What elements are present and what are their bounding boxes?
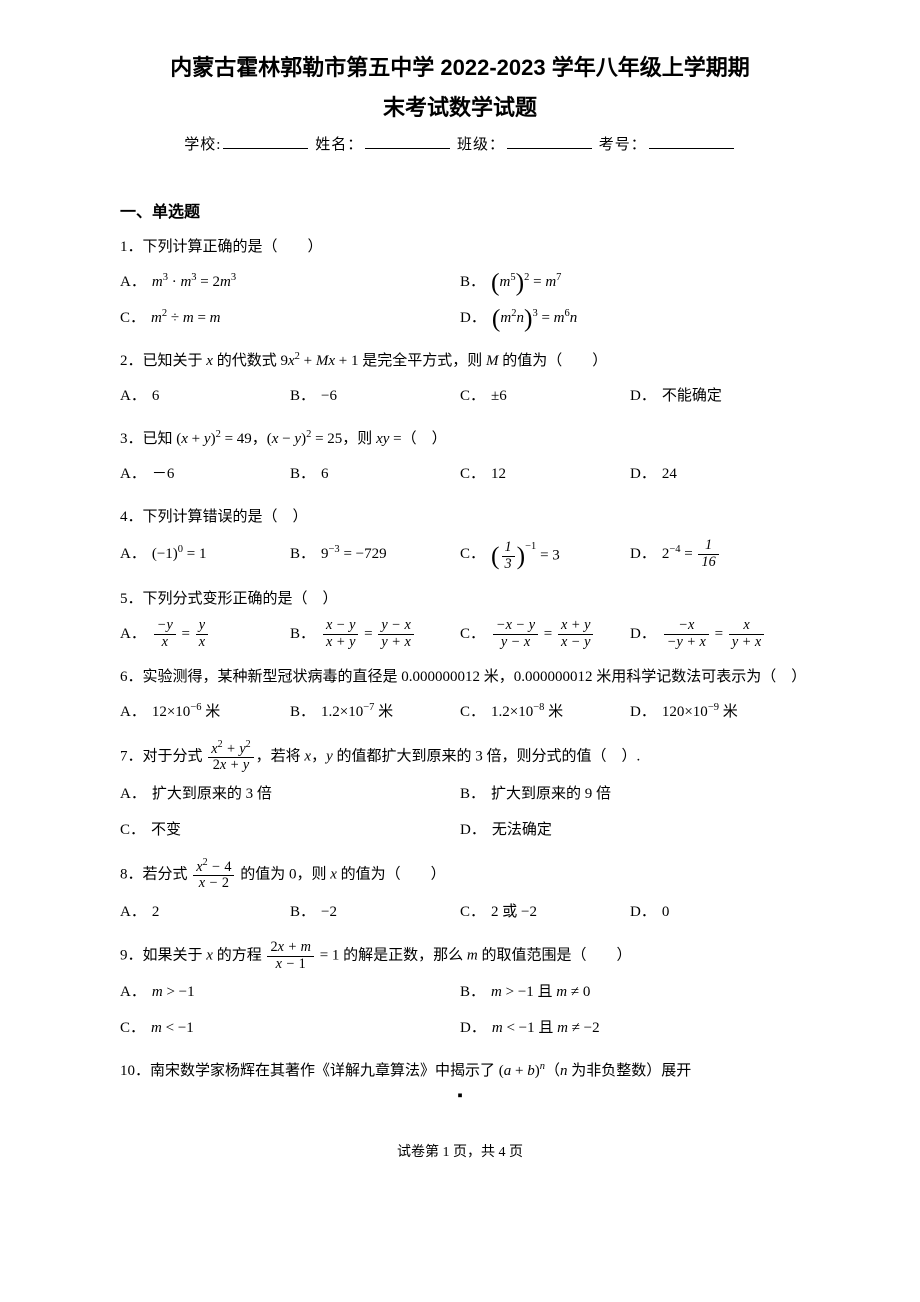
meta-examno-label: 考号： <box>599 137 647 153</box>
option-C[interactable]: C．±6 <box>460 378 630 414</box>
option-B[interactable]: B．1.2×10−7 米 <box>290 694 460 730</box>
question-6: 6．实验测得，某种新型冠状病毒的直径是 0.000000012 米，0.0000… <box>120 662 800 730</box>
meta-name-label: 姓名： <box>315 137 363 153</box>
option-D[interactable]: D．0 <box>630 894 800 930</box>
question-10: 10．南宋数学家杨辉在其著作《详解九章算法》中揭示了 (a + b)n（n 为非… <box>120 1056 800 1086</box>
question-stem: 7．对于分式 x2 + y22x + y，若将 x，y 的值都扩大到原来的 3 … <box>120 740 800 774</box>
question-stem: 10．南宋数学家杨辉在其著作《详解九章算法》中揭示了 (a + b)n（n 为非… <box>120 1056 800 1086</box>
option-D[interactable]: D．m < −1 且 m ≠ −2 <box>460 1010 800 1046</box>
option-B[interactable]: B．−2 <box>290 894 460 930</box>
question-stem: 9．如果关于 x 的方程 2x + mx − 1 = 1 的解是正数，那么 m … <box>120 940 800 972</box>
option-C[interactable]: C．不变 <box>120 812 460 848</box>
question-stem: 2．已知关于 x 的代数式 9x2 + Mx + 1 是完全平方式，则 M 的值… <box>120 346 800 376</box>
option-D[interactable]: D．2−4 = 116 <box>630 534 800 574</box>
page-title-line2: 末考试数学试题 <box>120 88 800 128</box>
option-A[interactable]: A．扩大到原来的 3 倍 <box>120 776 460 812</box>
option-A[interactable]: A．m3 · m3 = 2m3 <box>120 264 460 300</box>
question-options: A．扩大到原来的 3 倍B．扩大到原来的 9 倍C．不变D．无法确定 <box>120 776 800 848</box>
option-D[interactable]: D．−x−y + x = xy + x <box>630 616 800 652</box>
question-2: 2．已知关于 x 的代数式 9x2 + Mx + 1 是完全平方式，则 M 的值… <box>120 346 800 414</box>
option-D[interactable]: D．24 <box>630 456 800 492</box>
question-stem: 6．实验测得，某种新型冠状病毒的直径是 0.000000012 米，0.0000… <box>120 662 800 692</box>
option-C[interactable]: C．−x − yy − x = x + yx − y <box>460 616 630 652</box>
questions-container: 1．下列计算正确的是（ ）A．m3 · m3 = 2m3B．(m5)2 = m7… <box>120 232 800 1086</box>
meta-class-blank[interactable] <box>507 134 592 149</box>
option-A[interactable]: A．6 <box>120 378 290 414</box>
question-7: 7．对于分式 x2 + y22x + y，若将 x，y 的值都扩大到原来的 3 … <box>120 740 800 848</box>
question-9: 9．如果关于 x 的方程 2x + mx − 1 = 1 的解是正数，那么 m … <box>120 940 800 1046</box>
option-C[interactable]: C．m < −1 <box>120 1010 460 1046</box>
option-B[interactable]: B．扩大到原来的 9 倍 <box>460 776 800 812</box>
question-stem: 4．下列计算错误的是（ ） <box>120 502 800 532</box>
option-A[interactable]: A．(−1)0 = 1 <box>120 534 290 574</box>
question-5: 5．下列分式变形正确的是（ ）A．−yx = yxB．x − yx + y = … <box>120 584 800 652</box>
option-D[interactable]: D．120×10−9 米 <box>630 694 800 730</box>
option-A[interactable]: A．12×10−6 米 <box>120 694 290 730</box>
option-C[interactable]: C．(13)−1 = 3 <box>460 534 630 574</box>
question-options: A．6B．−6C．±6D．不能确定 <box>120 378 800 414</box>
question-options: A．m3 · m3 = 2m3B．(m5)2 = m7C．m2 ÷ m = mD… <box>120 264 800 336</box>
student-meta-line: 学校: 姓名： 班级： 考号： <box>120 133 800 154</box>
meta-examno-blank[interactable] <box>649 134 734 149</box>
option-D[interactable]: D．不能确定 <box>630 378 800 414</box>
option-B[interactable]: B．(m5)2 = m7 <box>460 264 800 300</box>
question-stem: 1．下列计算正确的是（ ） <box>120 232 800 262</box>
question-8: 8．若分式 x2 − 4x − 2 的值为 0，则 x 的值为（ ）A．2B．−… <box>120 858 800 930</box>
meta-school-label: 学校: <box>184 137 221 153</box>
question-options: A．m > −1B．m > −1 且 m ≠ 0C．m < −1D．m < −1… <box>120 974 800 1046</box>
question-options: A．2B．−2C．2 或 −2D．0 <box>120 894 800 930</box>
page-footer: 试卷第 1 页，共 4 页 <box>120 1141 800 1161</box>
option-B[interactable]: B．−6 <box>290 378 460 414</box>
meta-name-blank[interactable] <box>365 134 450 149</box>
page-title-line1: 内蒙古霍林郭勒市第五中学 2022-2023 学年八年级上学期期 <box>120 48 800 88</box>
section-heading: 一、单选题 <box>120 198 800 222</box>
meta-class-label: 班级： <box>457 137 505 153</box>
option-C[interactable]: C．12 <box>460 456 630 492</box>
option-A[interactable]: A．m > −1 <box>120 974 460 1010</box>
question-3: 3．已知 (x + y)2 = 49，(x − y)2 = 25，则 xy =（… <box>120 424 800 492</box>
question-options: A．12×10−6 米B．1.2×10−7 米C．1.2×10−8 米D．120… <box>120 694 800 730</box>
question-1: 1．下列计算正确的是（ ）A．m3 · m3 = 2m3B．(m5)2 = m7… <box>120 232 800 336</box>
meta-school-blank[interactable] <box>223 134 308 149</box>
option-A[interactable]: A．2 <box>120 894 290 930</box>
option-A[interactable]: A．−yx = yx <box>120 616 290 652</box>
option-C[interactable]: C．2 或 −2 <box>460 894 630 930</box>
option-B[interactable]: B．6 <box>290 456 460 492</box>
option-C[interactable]: C．m2 ÷ m = m <box>120 300 460 336</box>
center-marker: ▪ <box>120 1088 800 1105</box>
question-options: A．−yx = yxB．x − yx + y = y − xy + xC．−x … <box>120 616 800 652</box>
question-stem: 3．已知 (x + y)2 = 49，(x − y)2 = 25，则 xy =（… <box>120 424 800 454</box>
question-stem: 8．若分式 x2 − 4x − 2 的值为 0，则 x 的值为（ ） <box>120 858 800 892</box>
exam-page: 内蒙古霍林郭勒市第五中学 2022-2023 学年八年级上学期期 末考试数学试题… <box>0 0 920 1191</box>
option-A[interactable]: A．－6 <box>120 456 290 492</box>
question-options: A．(−1)0 = 1B．9−3 = −729C．(13)−1 = 3D．2−4… <box>120 534 800 574</box>
option-B[interactable]: B．m > −1 且 m ≠ 0 <box>460 974 800 1010</box>
question-4: 4．下列计算错误的是（ ）A．(−1)0 = 1B．9−3 = −729C．(1… <box>120 502 800 574</box>
question-options: A．－6B．6C．12D．24 <box>120 456 800 492</box>
option-B[interactable]: B．9−3 = −729 <box>290 534 460 574</box>
option-D[interactable]: D．无法确定 <box>460 812 800 848</box>
option-B[interactable]: B．x − yx + y = y − xy + x <box>290 616 460 652</box>
option-C[interactable]: C．1.2×10−8 米 <box>460 694 630 730</box>
question-stem: 5．下列分式变形正确的是（ ） <box>120 584 800 614</box>
option-D[interactable]: D．(m2n)3 = m6n <box>460 300 800 336</box>
